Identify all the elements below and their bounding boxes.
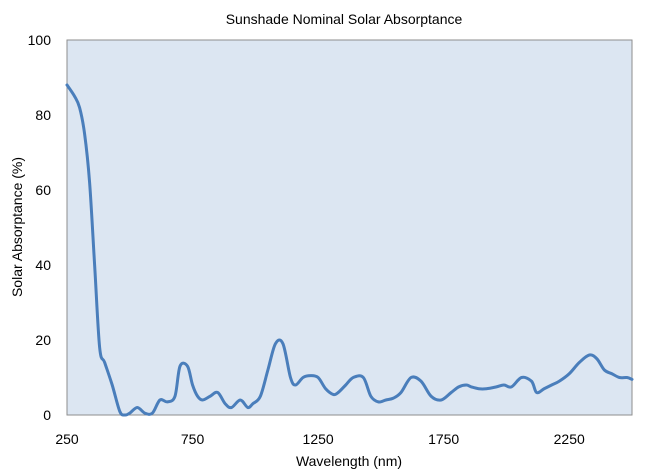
y-tick-label: 0 xyxy=(43,407,51,423)
y-axis: 0 20 40 60 80 100 xyxy=(28,32,52,423)
x-tick-label: 250 xyxy=(55,431,79,447)
x-tick-label: 750 xyxy=(181,431,205,447)
x-tick-label: 1750 xyxy=(428,431,459,447)
y-tick-label: 80 xyxy=(35,107,51,123)
x-tick-label: 1250 xyxy=(303,431,334,447)
y-tick-label: 60 xyxy=(35,182,51,198)
series-line xyxy=(65,83,634,417)
x-axis: 250 750 1250 1750 2250 xyxy=(55,431,585,447)
x-tick-label: 2250 xyxy=(554,431,585,447)
y-tick-label: 40 xyxy=(35,257,51,273)
y-axis-label: Solar Absorptance (%) xyxy=(9,157,25,297)
chart-title: Sunshade Nominal Solar Absorptance xyxy=(226,11,463,27)
y-tick-label: 100 xyxy=(28,32,52,48)
y-tick-label: 20 xyxy=(35,332,51,348)
plot-area xyxy=(66,39,633,416)
x-axis-label: Wavelength (nm) xyxy=(296,453,402,469)
